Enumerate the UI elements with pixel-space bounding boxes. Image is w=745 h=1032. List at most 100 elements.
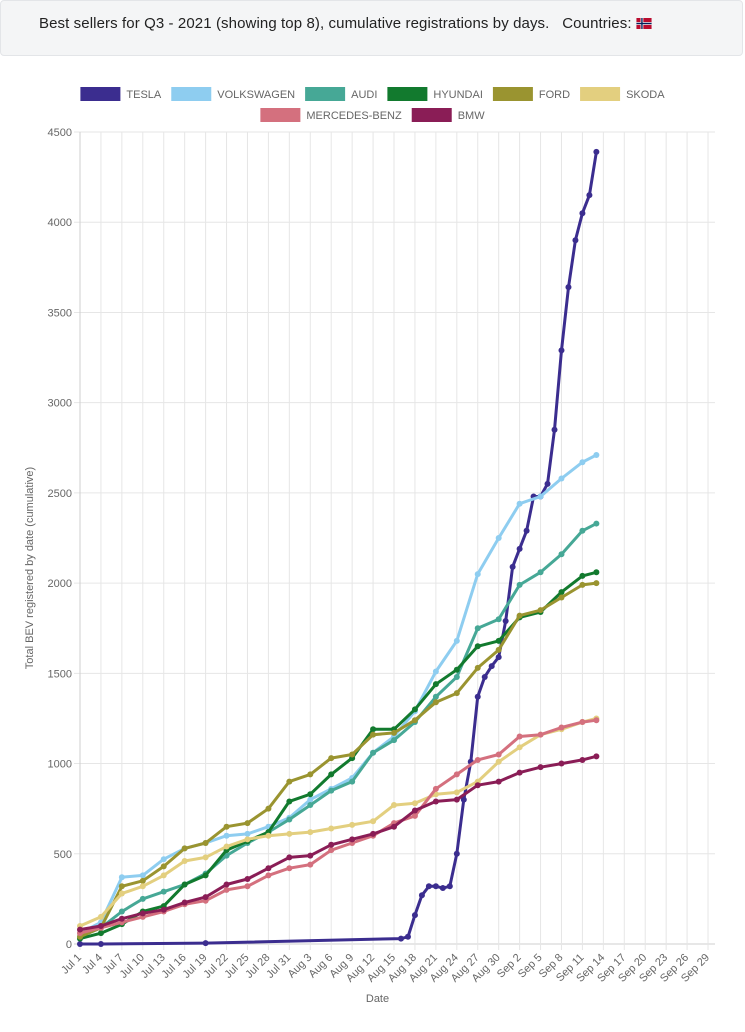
data-point <box>474 693 481 700</box>
data-point <box>495 758 502 765</box>
data-point <box>77 941 83 947</box>
legend-item-ford[interactable]: FORD <box>492 87 570 101</box>
y-tick-label: 4000 <box>48 217 72 229</box>
data-point <box>160 863 167 870</box>
chart-header: Best sellers for Q3 - 2021 (showing top … <box>0 0 743 56</box>
data-point <box>565 284 572 291</box>
data-point <box>593 148 600 155</box>
data-point <box>286 830 293 837</box>
data-point <box>460 796 467 803</box>
legend-swatch <box>580 87 621 101</box>
y-tick-label: 3500 <box>48 307 72 319</box>
data-point <box>328 841 335 848</box>
data-point <box>593 569 600 576</box>
data-point <box>328 847 335 854</box>
data-point <box>558 760 565 767</box>
data-point <box>349 821 356 828</box>
legend-item-mercedes-benz[interactable]: MERCEDES-BENZ <box>260 108 402 122</box>
data-point <box>544 480 551 487</box>
data-point <box>474 643 481 650</box>
data-point <box>97 930 104 937</box>
legend-label: FORD <box>539 89 570 101</box>
legend-label: SKODA <box>626 89 665 101</box>
data-point <box>328 825 335 832</box>
data-point <box>223 881 230 888</box>
data-point <box>223 832 230 839</box>
y-axis-title: Total BEV registered by date (cumulative… <box>24 467 36 669</box>
data-point <box>432 699 439 706</box>
data-point <box>495 616 502 623</box>
data-point <box>139 872 146 879</box>
data-point <box>481 673 488 680</box>
data-point <box>286 778 293 785</box>
y-tick-label: 0 <box>66 939 72 951</box>
data-point <box>453 796 460 803</box>
data-point <box>558 594 565 601</box>
data-point <box>432 693 439 700</box>
data-point <box>244 883 251 890</box>
series-line <box>79 581 597 939</box>
data-point <box>118 883 125 890</box>
data-point <box>558 724 565 731</box>
data-point <box>453 690 460 697</box>
series-line <box>79 522 598 939</box>
data-point <box>286 854 293 861</box>
data-point <box>432 785 439 792</box>
legend-item-volkswagen[interactable]: VOLKSWAGEN <box>171 87 295 101</box>
data-point <box>593 520 600 527</box>
data-point <box>97 922 104 929</box>
series-bmw <box>77 753 600 933</box>
x-axis-title: Date <box>366 993 389 1005</box>
data-point <box>202 894 209 901</box>
legend-swatch <box>411 108 452 122</box>
x-tick-label: Jul 4 <box>80 952 105 977</box>
data-point <box>579 756 586 763</box>
data-point <box>349 751 356 758</box>
data-point <box>432 883 439 890</box>
data-point <box>181 857 188 864</box>
data-point <box>202 839 209 846</box>
legend-item-hyundai[interactable]: HYUNDAI <box>387 87 483 101</box>
data-point <box>537 607 544 614</box>
data-point <box>286 865 293 872</box>
series-line <box>79 754 597 932</box>
data-point <box>439 885 446 892</box>
series-line <box>79 716 597 928</box>
data-point <box>453 673 460 680</box>
y-tick-label: 1000 <box>48 759 72 771</box>
legend-swatch <box>171 87 212 101</box>
data-point <box>488 663 495 670</box>
data-point <box>160 872 167 879</box>
norway-flag-icon[interactable] <box>636 18 652 29</box>
legend-label: AUDI <box>351 89 377 101</box>
legend-item-bmw[interactable]: BMW <box>411 108 486 122</box>
data-point <box>244 830 251 837</box>
y-tick-label: 4500 <box>48 127 72 139</box>
data-point <box>453 771 460 778</box>
data-point <box>446 883 453 890</box>
data-point <box>495 751 502 758</box>
data-point <box>579 719 586 726</box>
data-point <box>453 850 460 857</box>
data-point <box>411 807 418 814</box>
legend-item-tesla[interactable]: TESLA <box>80 87 162 101</box>
data-point <box>579 527 586 534</box>
line-chart: 0 500 1000 1500 2000 2500 3000 3500 4000 4500 Jul … <box>24 87 715 1005</box>
legend-label: HYUNDAI <box>433 89 483 101</box>
data-point <box>118 908 125 915</box>
data-point <box>516 500 523 507</box>
data-point <box>572 237 579 244</box>
data-point <box>509 563 516 570</box>
legend-item-skoda[interactable]: SKODA <box>580 87 665 101</box>
data-point <box>265 872 272 879</box>
data-point <box>223 886 230 893</box>
data-point <box>307 852 314 859</box>
data-point <box>474 625 481 632</box>
data-point <box>118 874 125 881</box>
data-point <box>265 865 272 872</box>
legend-item-audi[interactable]: AUDI <box>305 87 377 101</box>
data-point <box>593 451 600 458</box>
data-point <box>223 843 230 850</box>
data-point <box>139 877 146 884</box>
series-ford <box>77 580 600 940</box>
